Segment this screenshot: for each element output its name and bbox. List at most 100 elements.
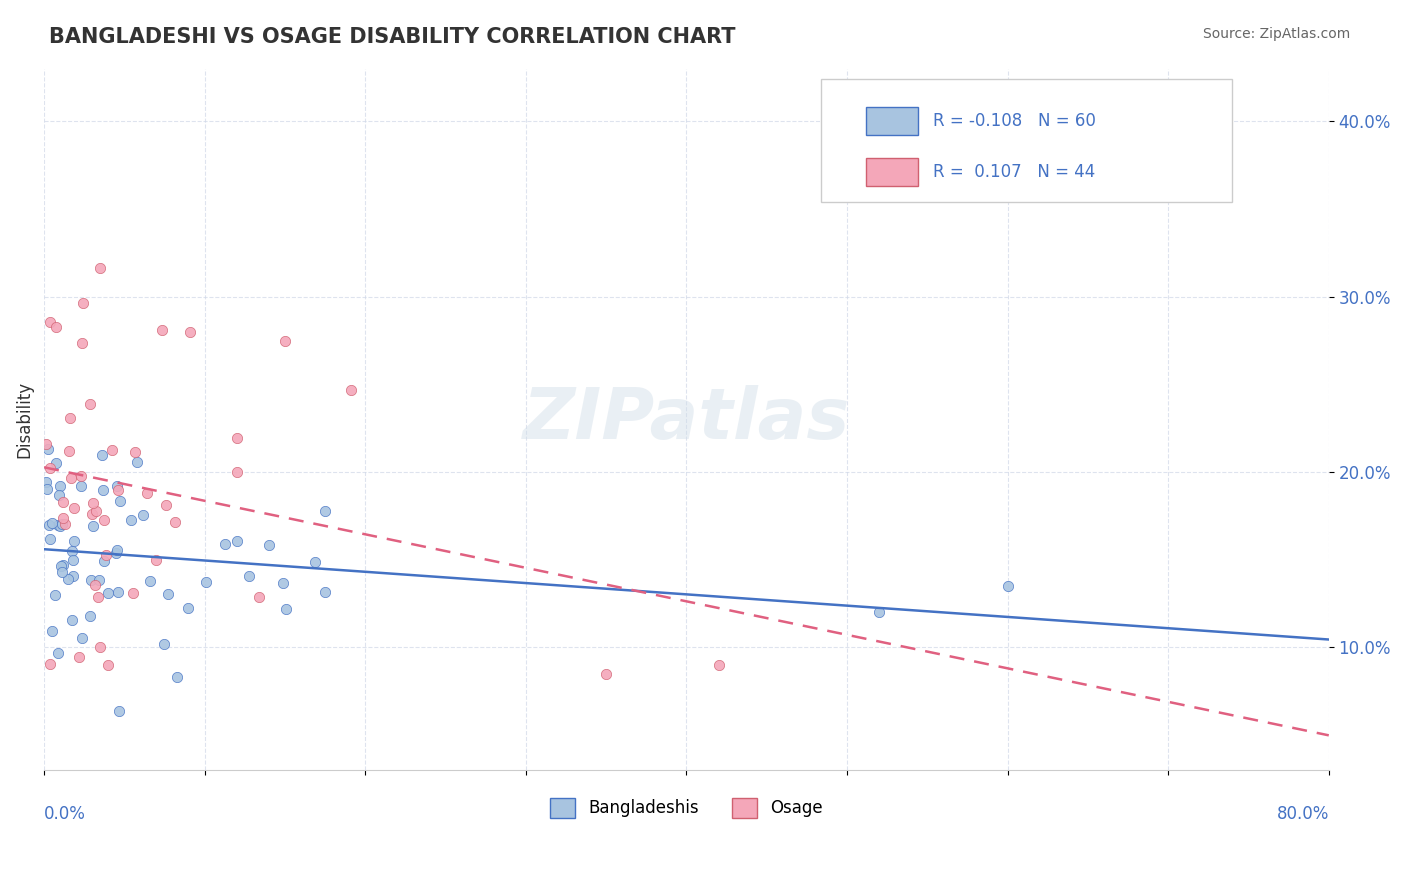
Point — [60, 544, 83, 558]
Point — [194, 574, 217, 589]
Point — [70, 335, 93, 350]
Point — [38, 533, 60, 547]
Point — [38, 518, 60, 533]
Text: BANGLADESHI VS OSAGE DISABILITY CORRELATION CHART: BANGLADESHI VS OSAGE DISABILITY CORRELAT… — [49, 27, 735, 46]
Point — [105, 543, 128, 558]
Point — [93, 554, 115, 568]
Text: 80.0%: 80.0% — [1277, 805, 1329, 823]
Point — [51, 516, 73, 531]
Point — [139, 574, 162, 589]
Point — [62, 569, 84, 583]
Point — [38, 461, 60, 475]
Point — [82, 496, 104, 510]
Point — [52, 495, 75, 509]
Point — [45, 456, 67, 470]
Point — [46, 646, 69, 660]
Point — [868, 605, 890, 619]
Point — [226, 431, 249, 445]
Point — [108, 494, 131, 508]
Point — [304, 555, 326, 569]
Y-axis label: Disability: Disability — [15, 381, 32, 458]
Point — [37, 442, 59, 457]
Point — [247, 590, 270, 604]
Point — [105, 546, 128, 560]
Point — [67, 650, 90, 665]
Point — [83, 578, 105, 592]
FancyBboxPatch shape — [866, 107, 918, 136]
Point — [39, 315, 62, 329]
Point — [125, 455, 148, 469]
Point — [45, 320, 67, 334]
Point — [62, 553, 84, 567]
Point — [214, 537, 236, 551]
Point — [271, 575, 294, 590]
Point — [49, 479, 72, 493]
Point — [89, 640, 111, 655]
Point — [49, 518, 72, 533]
Text: ZIPatlas: ZIPatlas — [523, 384, 851, 454]
Text: Source: ZipAtlas.com: Source: ZipAtlas.com — [1202, 27, 1350, 41]
Point — [97, 585, 120, 599]
Point — [60, 613, 83, 627]
Point — [48, 488, 70, 502]
Point — [156, 587, 179, 601]
Point — [60, 471, 83, 485]
Text: 0.0%: 0.0% — [44, 805, 86, 823]
Point — [80, 573, 103, 587]
Point — [41, 516, 63, 531]
Point — [51, 511, 73, 525]
FancyBboxPatch shape — [821, 79, 1233, 202]
Point — [35, 475, 58, 489]
Point — [69, 479, 91, 493]
Point — [155, 498, 177, 512]
Legend: Bangladeshis, Osage: Bangladeshis, Osage — [543, 791, 830, 825]
Point — [163, 515, 186, 529]
Point — [46, 517, 69, 532]
Point — [120, 513, 142, 527]
Point — [79, 397, 101, 411]
Point — [259, 538, 281, 552]
Point — [314, 504, 336, 518]
Text: R = -0.108   N = 60: R = -0.108 N = 60 — [934, 112, 1095, 130]
Point — [87, 573, 110, 587]
Point — [96, 548, 118, 562]
Point — [72, 295, 94, 310]
Point — [176, 600, 198, 615]
Point — [91, 483, 114, 498]
Point — [63, 533, 86, 548]
Point — [225, 533, 247, 548]
Point — [108, 704, 131, 718]
Point — [107, 483, 129, 497]
Point — [58, 444, 80, 458]
Point — [107, 479, 129, 493]
Point — [35, 436, 58, 450]
Point — [225, 465, 247, 479]
Point — [124, 445, 146, 459]
Point — [339, 384, 361, 398]
Point — [122, 586, 145, 600]
Point — [35, 482, 58, 496]
Point — [56, 572, 79, 586]
Point — [79, 608, 101, 623]
Point — [136, 486, 159, 500]
Point — [70, 631, 93, 645]
Point — [132, 508, 155, 523]
Point — [39, 657, 62, 671]
Point — [84, 504, 107, 518]
Text: R =  0.107   N = 44: R = 0.107 N = 44 — [934, 162, 1095, 181]
Point — [91, 449, 114, 463]
Point — [107, 585, 129, 599]
Point — [150, 323, 173, 337]
Point — [274, 602, 297, 616]
Point — [314, 585, 336, 599]
Point — [101, 442, 124, 457]
Point — [87, 590, 110, 604]
FancyBboxPatch shape — [866, 158, 918, 186]
Point — [153, 637, 176, 651]
Point — [166, 670, 188, 684]
Point — [82, 508, 104, 522]
Point — [997, 579, 1019, 593]
Point — [53, 517, 76, 532]
Point — [49, 558, 72, 573]
Point — [52, 558, 75, 572]
